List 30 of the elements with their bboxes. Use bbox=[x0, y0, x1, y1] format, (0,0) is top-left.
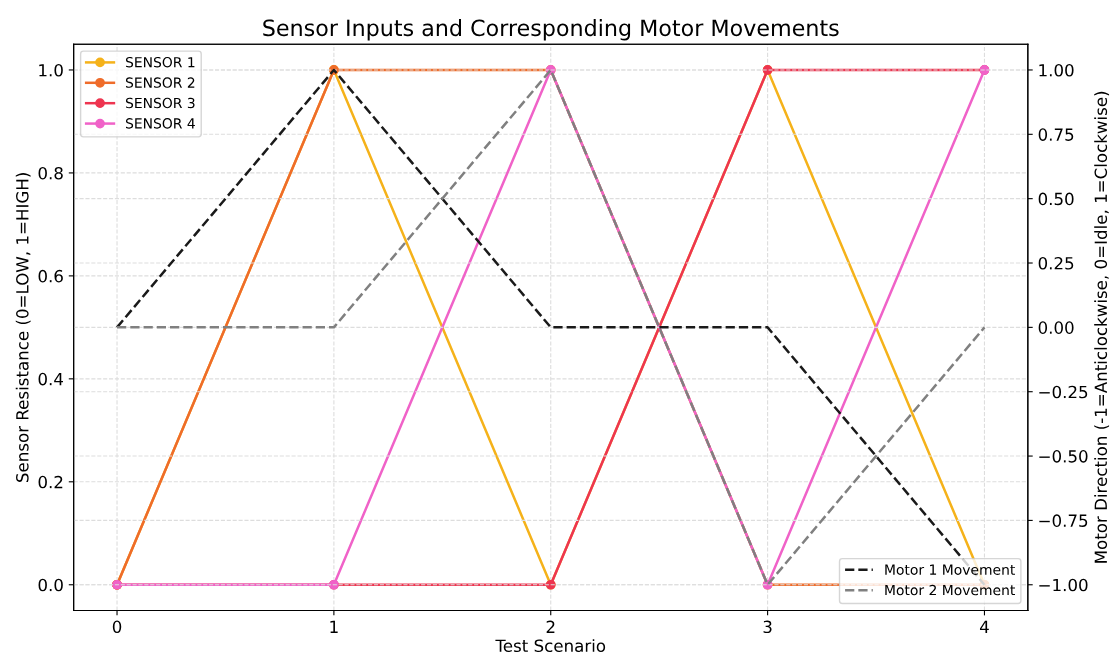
x-axis-title: Test Scenario bbox=[495, 639, 606, 653]
legend-label: SENSOR 2 bbox=[125, 77, 195, 88]
y2-tick-label: 0.00 bbox=[1038, 321, 1074, 334]
y-tick-label: 0.6 bbox=[38, 269, 63, 283]
y-tick-label: 1.0 bbox=[39, 63, 63, 77]
chart-title: Sensor Inputs and Corresponding Motor Movements bbox=[263, 19, 839, 41]
y2-tick-label: −0.75 bbox=[1039, 514, 1088, 527]
y2-tick-label: −0.50 bbox=[1039, 450, 1088, 463]
x-tick-label: 2 bbox=[546, 620, 555, 633]
y-tick-label: 0.2 bbox=[38, 475, 63, 489]
x-tick-label: 3 bbox=[763, 620, 772, 634]
legend-label: SENSOR 3 bbox=[125, 97, 195, 109]
x-tick-label: 0 bbox=[112, 620, 122, 634]
y-axis-title: Sensor Resistance (0=LOW, 1=HIGH) bbox=[15, 173, 31, 482]
legend-label: Motor 1 Movement bbox=[885, 564, 1015, 575]
y2-tick-label: −0.25 bbox=[1039, 385, 1088, 399]
y2-tick-label: 0.50 bbox=[1038, 192, 1074, 206]
y-tick-label: 0.0 bbox=[38, 578, 63, 592]
y2-tick-label: 1.00 bbox=[1039, 63, 1074, 77]
y-tick-label: 0.4 bbox=[38, 372, 63, 386]
x-tick-label: 1 bbox=[330, 620, 338, 633]
y2-axis-title: Motor Direction (-1=Anticlockwise, 0=Idle, 1=Clockwise) bbox=[1094, 91, 1110, 563]
y2-tick-label: 0.25 bbox=[1038, 256, 1074, 270]
y-tick-label: 0.8 bbox=[38, 166, 63, 180]
legend-label: SENSOR 1 bbox=[125, 56, 195, 68]
x-tick-label: 4 bbox=[979, 620, 989, 633]
legend-label: SENSOR 4 bbox=[125, 118, 195, 129]
y2-tick-label: −1.00 bbox=[1039, 578, 1088, 592]
y2-tick-label: 0.75 bbox=[1038, 128, 1074, 141]
legend-label: Motor 2 Movement bbox=[885, 584, 1015, 596]
